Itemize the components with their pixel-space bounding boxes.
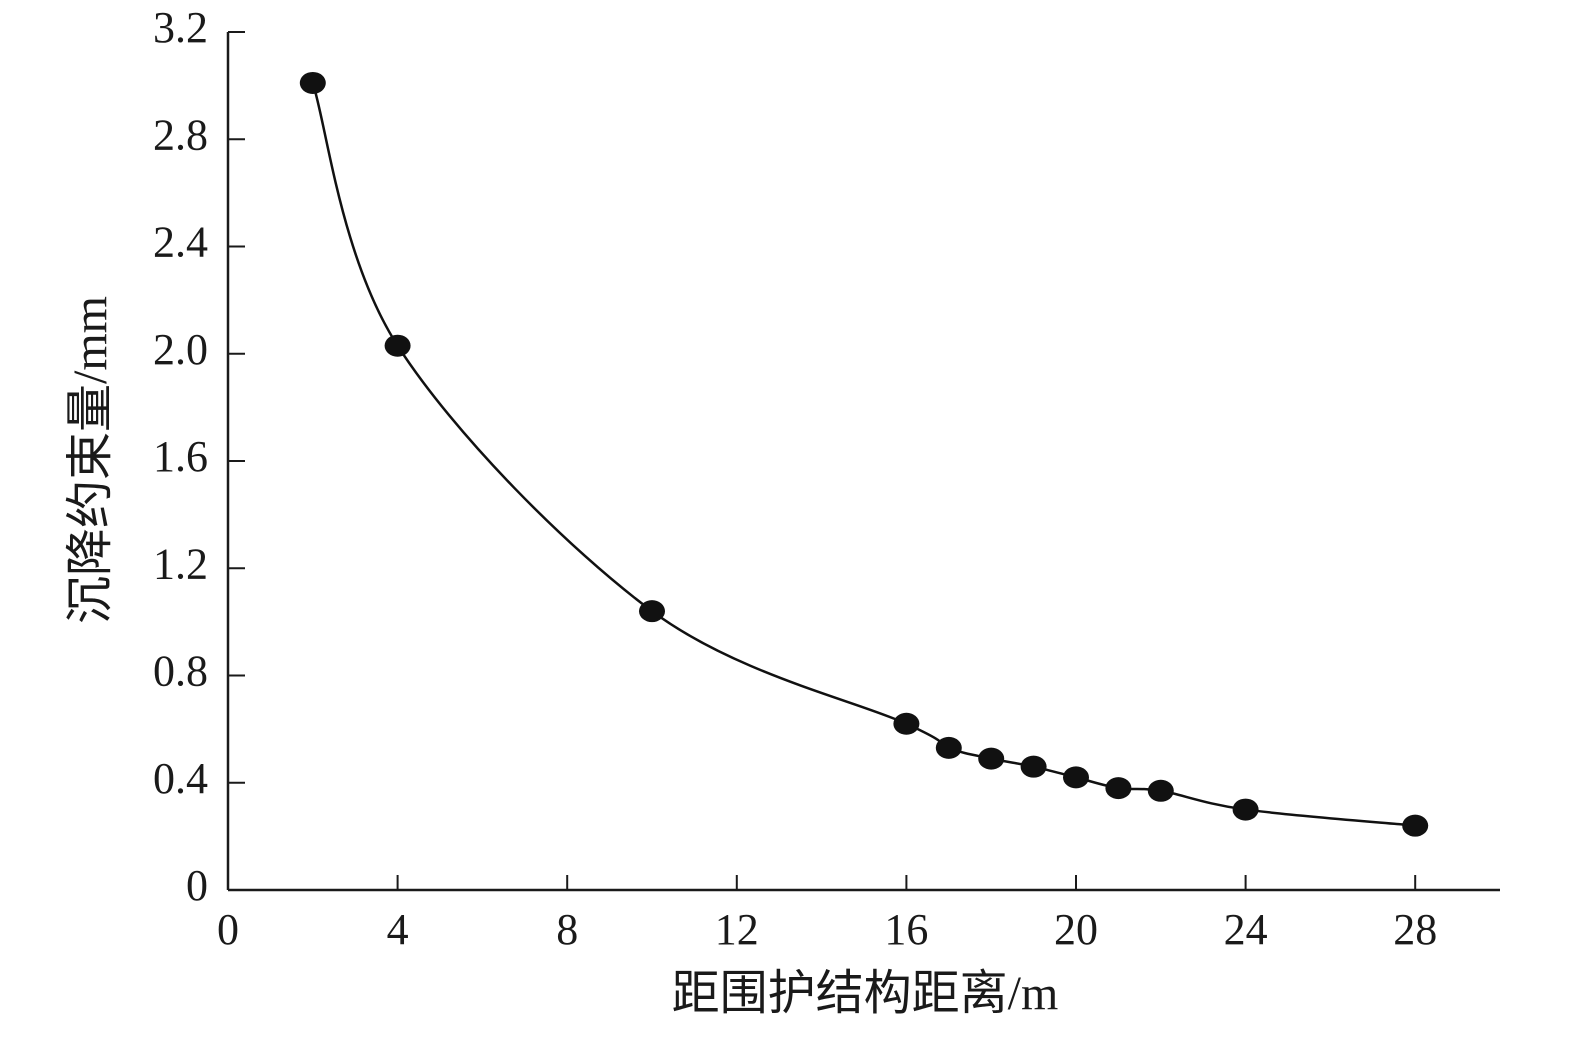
data-point (893, 712, 920, 735)
x-axis-title: 距围护结构距离/m (672, 967, 1059, 1020)
data-point (935, 736, 962, 759)
y-tick-label: 2.8 (153, 110, 208, 159)
y-tick-label: 2.0 (153, 325, 208, 374)
data-point (1063, 766, 1089, 789)
data-point (1105, 777, 1132, 800)
data-point (1147, 779, 1174, 802)
data-line (311, 82, 1416, 827)
y-tick-label: 0 (186, 861, 208, 910)
y-tick-label: 1.6 (153, 432, 208, 481)
x-tick-label: 28 (1393, 905, 1437, 954)
y-tick-label: 0.4 (153, 754, 208, 803)
data-point (1232, 798, 1259, 821)
y-tick-label: 2.4 (153, 218, 208, 267)
x-tick-label: 12 (715, 905, 759, 954)
x-tick-label: 4 (387, 905, 409, 954)
y-tick-label: 0.8 (153, 647, 208, 696)
data-point (299, 71, 326, 94)
y-axis-title: 沉降约束量/mm (64, 296, 117, 624)
x-tick-label: 8 (556, 905, 578, 954)
data-point (978, 747, 1005, 770)
x-tick-label: 0 (217, 905, 239, 954)
x-tick-label: 16 (884, 905, 928, 954)
data-point (1402, 814, 1429, 837)
x-tick-label: 20 (1054, 905, 1098, 954)
y-tick-label: 3.2 (153, 3, 208, 52)
x-tick-label: 24 (1224, 905, 1268, 954)
y-tick-label: 1.2 (153, 539, 208, 588)
data-point (384, 334, 411, 357)
data-point (1020, 755, 1047, 778)
data-point (639, 600, 665, 623)
